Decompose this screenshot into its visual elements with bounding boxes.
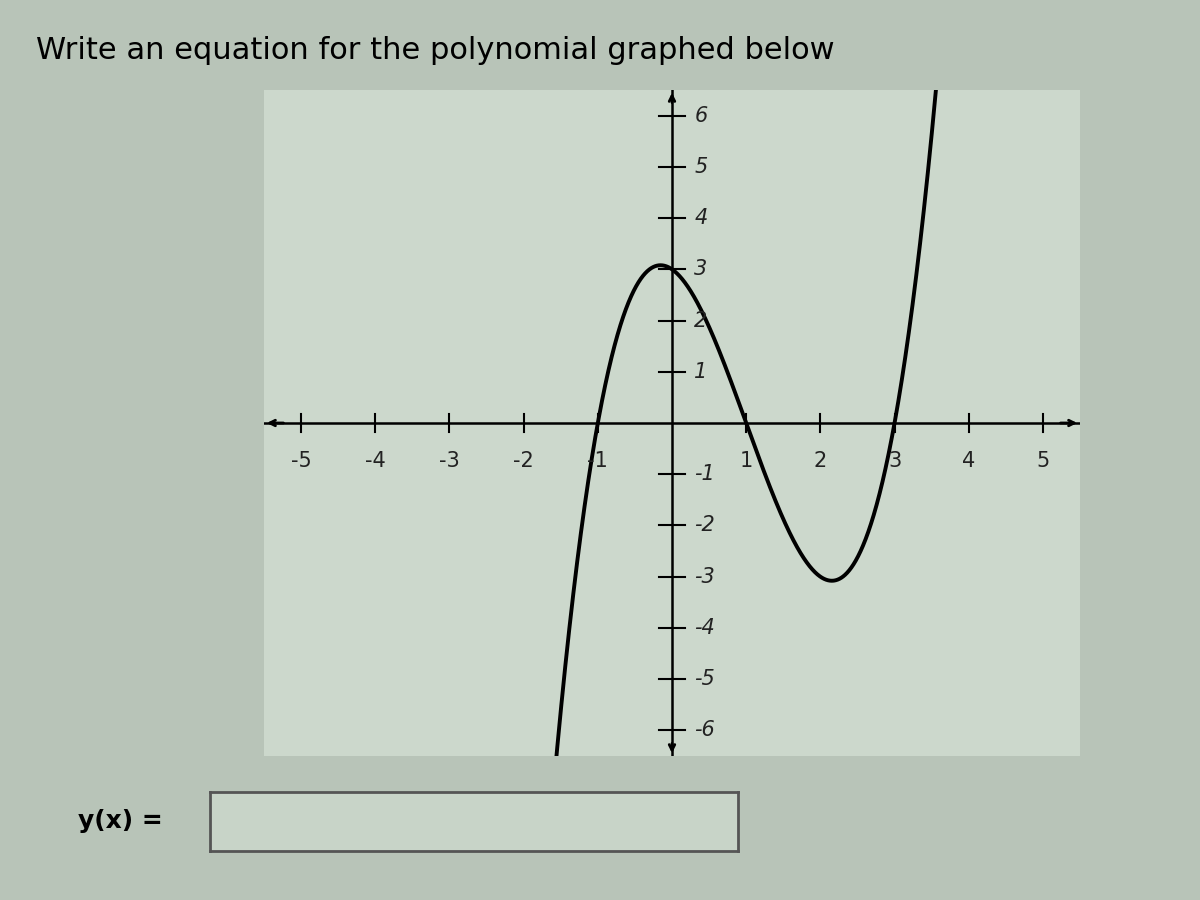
Text: -5: -5 [290, 451, 312, 472]
Text: 2: 2 [814, 451, 827, 472]
Text: -1: -1 [588, 451, 608, 472]
Text: -3: -3 [439, 451, 460, 472]
Text: 3: 3 [695, 259, 708, 279]
Text: -6: -6 [695, 720, 715, 741]
Text: -5: -5 [695, 670, 715, 689]
Text: -2: -2 [514, 451, 534, 472]
Text: -4: -4 [695, 618, 715, 638]
Text: 1: 1 [695, 362, 708, 382]
Text: Write an equation for the polynomial graphed below: Write an equation for the polynomial gra… [36, 36, 835, 65]
Text: 4: 4 [695, 208, 708, 228]
Text: -2: -2 [695, 516, 715, 536]
Text: 4: 4 [962, 451, 976, 472]
Text: 1: 1 [739, 451, 752, 472]
Text: -4: -4 [365, 451, 385, 472]
Text: y(x) =: y(x) = [78, 809, 163, 832]
Text: 3: 3 [888, 451, 901, 472]
Text: -1: -1 [695, 464, 715, 484]
Text: -3: -3 [695, 567, 715, 587]
Text: 5: 5 [1037, 451, 1050, 472]
Text: 2: 2 [695, 310, 708, 330]
Text: 6: 6 [695, 105, 708, 126]
Text: 5: 5 [695, 157, 708, 176]
